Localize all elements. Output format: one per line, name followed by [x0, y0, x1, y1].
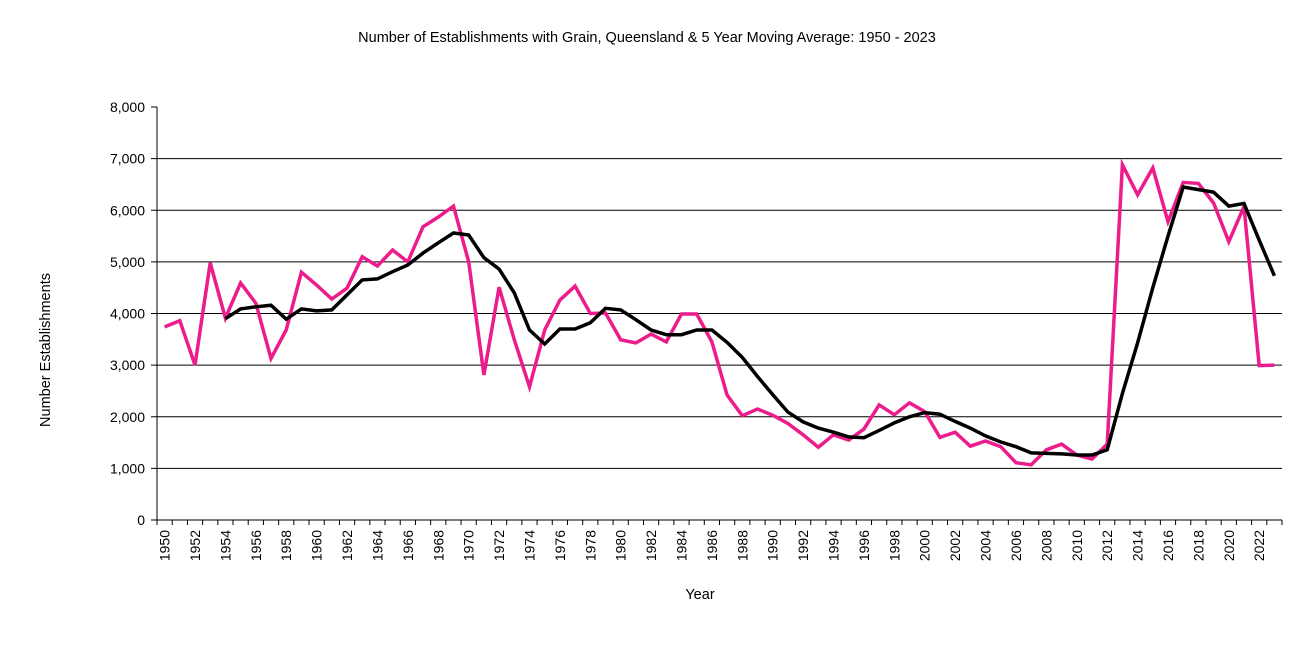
- x-tick-label: 1982: [643, 530, 659, 561]
- x-tick-label: 2006: [1008, 530, 1024, 561]
- x-tick-label: 1974: [521, 530, 537, 561]
- x-tick-label: 2018: [1190, 530, 1206, 561]
- y-axis-label: Number Establishments: [38, 273, 54, 427]
- y-tick-label: 6,000: [110, 202, 145, 218]
- x-tick-label: 1988: [734, 530, 750, 561]
- x-tick-label: 2010: [1069, 530, 1085, 561]
- x-tick-label: 2016: [1160, 530, 1176, 561]
- x-tick-label: 1970: [461, 530, 477, 561]
- y-tick-label: 0: [137, 512, 145, 528]
- y-tick-label: 3,000: [110, 357, 145, 373]
- y-tick-label: 5,000: [110, 254, 145, 270]
- x-tick-label: 1976: [552, 530, 568, 561]
- x-tick-label: 2014: [1130, 530, 1146, 561]
- x-tick-label: 1956: [248, 530, 264, 561]
- x-tick-label: 1972: [491, 530, 507, 561]
- x-tick-label: 1958: [278, 530, 294, 561]
- y-tick-label: 4,000: [110, 306, 145, 322]
- x-tick-label: 1978: [582, 530, 598, 561]
- series-moving-average-line: [224, 185, 1277, 457]
- x-tick-label: 1950: [157, 530, 173, 561]
- x-axis-ticks: 1950 1952 1954 1956 1958 1960 1962 1964 1966 1968…: [156, 520, 1283, 561]
- x-tick-label: 1986: [704, 530, 720, 561]
- y-tick-label: 1,000: [110, 460, 145, 476]
- x-tick-label: 1996: [856, 530, 872, 561]
- x-tick-label: 1962: [339, 530, 355, 561]
- y-axis-ticks: 0 1,000 2,000 3,000 4,000 5,000 6,000 7,000 8,00…: [110, 99, 157, 528]
- x-tick-label: 2000: [917, 530, 933, 561]
- x-tick-label: 1952: [187, 530, 203, 561]
- chart-title: Number of Establishments with Grain, Que…: [358, 30, 936, 46]
- x-axis-label: Year: [685, 587, 714, 603]
- x-tick-label: 2022: [1251, 530, 1267, 561]
- y-tick-label: 8,000: [110, 99, 145, 115]
- x-tick-label: 1980: [613, 530, 629, 561]
- x-tick-label: 2012: [1099, 530, 1115, 561]
- x-tick-label: 2004: [978, 530, 994, 561]
- x-tick-label: 1968: [430, 530, 446, 561]
- x-tick-label: 1964: [369, 530, 385, 561]
- series-establishments-line: [163, 158, 1275, 467]
- x-tick-label: 1992: [795, 530, 811, 561]
- x-tick-label: 2008: [1038, 530, 1054, 561]
- x-tick-label: 1960: [309, 530, 325, 561]
- x-tick-label: 1990: [765, 530, 781, 561]
- x-tick-label: 2002: [947, 530, 963, 561]
- series-lines: [163, 158, 1277, 467]
- x-tick-label: 1984: [673, 530, 689, 561]
- y-tick-label: 2,000: [110, 409, 145, 425]
- y-tick-label: 7,000: [110, 151, 145, 167]
- x-tick-label: 1998: [886, 530, 902, 561]
- x-tick-label: 2020: [1221, 530, 1237, 561]
- x-tick-label: 1954: [217, 530, 233, 561]
- x-tick-label: 1994: [826, 530, 842, 561]
- x-tick-label: 1966: [400, 530, 416, 561]
